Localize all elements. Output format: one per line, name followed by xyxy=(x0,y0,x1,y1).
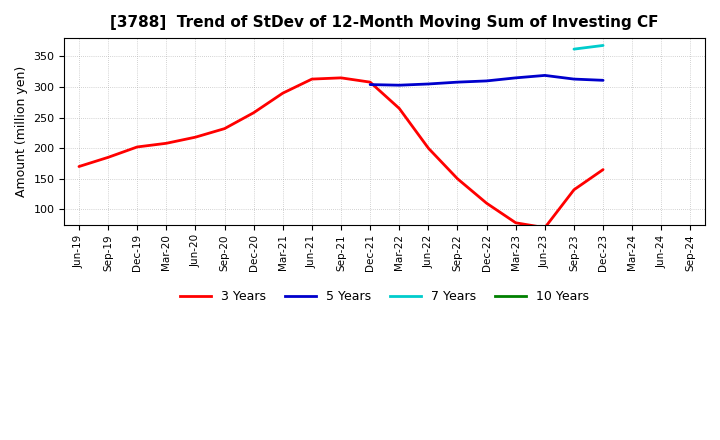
7 Years xyxy=(570,47,578,52)
3 Years xyxy=(220,126,229,131)
3 Years xyxy=(249,110,258,115)
3 Years xyxy=(133,144,142,150)
7 Years xyxy=(599,43,608,48)
3 Years xyxy=(279,91,287,96)
3 Years xyxy=(453,176,462,181)
3 Years xyxy=(366,80,374,85)
5 Years xyxy=(541,73,549,78)
3 Years xyxy=(599,167,608,172)
3 Years xyxy=(191,135,199,140)
5 Years xyxy=(424,81,433,87)
3 Years xyxy=(482,201,491,206)
5 Years xyxy=(570,77,578,82)
3 Years xyxy=(424,146,433,151)
5 Years xyxy=(482,78,491,84)
5 Years xyxy=(366,82,374,87)
5 Years xyxy=(395,83,404,88)
Line: 7 Years: 7 Years xyxy=(574,45,603,49)
Legend: 3 Years, 5 Years, 7 Years, 10 Years: 3 Years, 5 Years, 7 Years, 10 Years xyxy=(175,285,595,308)
3 Years xyxy=(162,141,171,146)
3 Years xyxy=(511,220,520,225)
5 Years xyxy=(599,78,608,83)
Line: 3 Years: 3 Years xyxy=(79,78,603,227)
3 Years xyxy=(541,225,549,230)
Line: 5 Years: 5 Years xyxy=(370,75,603,85)
5 Years xyxy=(511,75,520,81)
Title: [3788]  Trend of StDev of 12-Month Moving Sum of Investing CF: [3788] Trend of StDev of 12-Month Moving… xyxy=(110,15,659,30)
3 Years xyxy=(570,187,578,192)
3 Years xyxy=(337,75,346,81)
3 Years xyxy=(75,164,84,169)
3 Years xyxy=(395,106,404,111)
3 Years xyxy=(307,77,316,82)
3 Years xyxy=(104,155,112,160)
Y-axis label: Amount (million yen): Amount (million yen) xyxy=(15,66,28,197)
5 Years xyxy=(453,80,462,85)
